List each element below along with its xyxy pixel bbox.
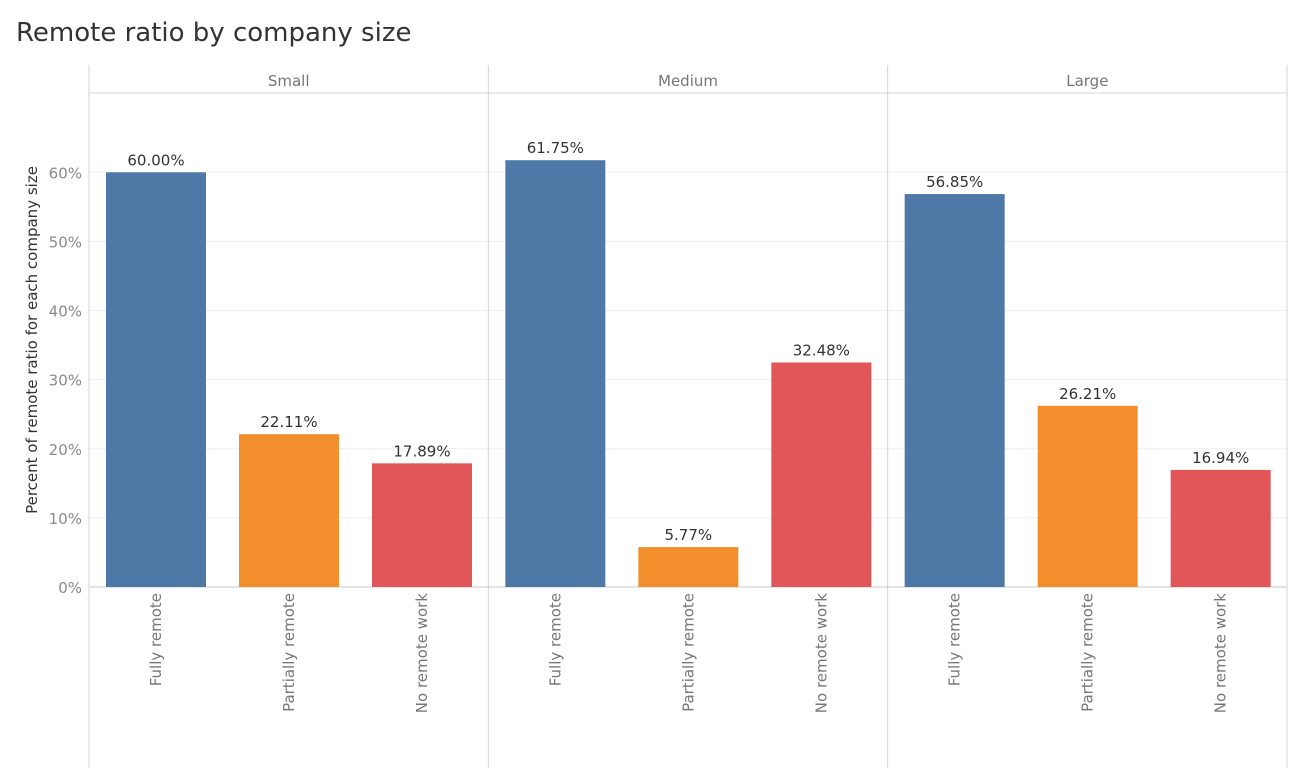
x-tick-label: Fully remote [147, 593, 165, 686]
page-title: Remote ratio by company size [16, 18, 412, 48]
x-tick-label: Partially remote [1079, 593, 1097, 712]
data-label: 61.75% [527, 139, 584, 157]
bar [638, 547, 739, 587]
panel-header: Small [268, 72, 310, 90]
bar [239, 434, 339, 587]
data-label: 17.89% [393, 442, 450, 460]
x-tick-label: Fully remote [546, 593, 564, 686]
y-tick-label: 20% [49, 441, 82, 459]
bar [505, 160, 606, 587]
panel-header: Medium [658, 72, 718, 90]
data-label: 32.48% [793, 342, 850, 360]
y-tick-label: 0% [58, 579, 82, 597]
x-tick-label: No remote work [1212, 593, 1230, 714]
y-axis-title: Percent of remote ratio for each company… [23, 166, 41, 514]
data-label: 5.77% [665, 526, 713, 544]
x-tick-label: Partially remote [679, 593, 697, 712]
bar [106, 172, 206, 587]
y-tick-label: 50% [49, 233, 82, 251]
x-tick-label: Fully remote [946, 593, 964, 686]
y-tick-label: 10% [49, 510, 82, 528]
panel-header: Large [1066, 72, 1108, 90]
bar [372, 463, 472, 587]
data-label: 16.94% [1192, 449, 1249, 467]
bar [771, 362, 872, 587]
bar [904, 194, 1005, 588]
bar [1170, 469, 1271, 587]
y-tick-label: 60% [49, 164, 82, 182]
y-tick-label: 40% [49, 303, 82, 321]
x-tick-label: No remote work [812, 593, 830, 714]
x-tick-label: Partially remote [280, 593, 298, 712]
x-tick-label: No remote work [413, 593, 431, 714]
data-label: 60.00% [127, 151, 184, 169]
data-label: 22.11% [260, 413, 317, 431]
data-label: 56.85% [926, 173, 983, 191]
y-tick-label: 30% [49, 372, 82, 390]
data-label: 26.21% [1059, 385, 1116, 403]
bar [1037, 405, 1138, 587]
